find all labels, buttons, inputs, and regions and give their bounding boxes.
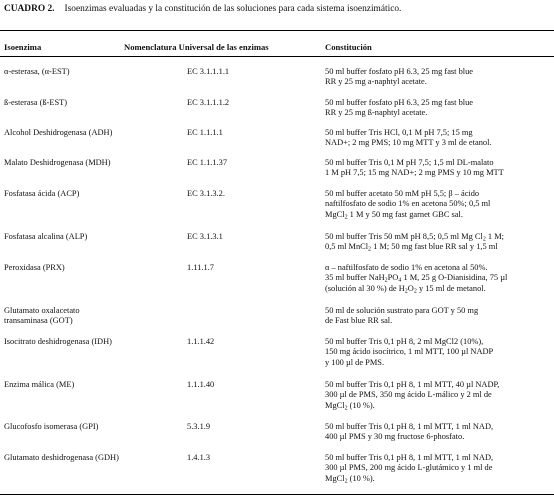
constitution-line: MgCl2 (10 %).: [325, 473, 375, 485]
solution-constitution: α – naftilfosfato de sodio 1% en acetona…: [325, 263, 554, 294]
solution-constitution: 50 ml buffer Tris 0,1 pH 8, 2 ml MgCl2 (…: [325, 337, 554, 368]
constitution-line: 50 ml buffer Tris 0,1 pH 8, 2 ml MgCl2 (…: [325, 337, 484, 346]
bottom-rule: [0, 494, 554, 496]
constitution-line: 50 ml buffer Tris 0,1 pH 8, 1 ml MTT, 40…: [325, 380, 500, 389]
solution-constitution: 50 ml buffer Tris HCl, 0,1 M pH 7,5; 15 …: [325, 128, 554, 149]
constitution-line: RR y 25 mg a-naphtyl acetate.: [325, 77, 427, 87]
solution-constitution: 50 ml de solución sustrato para GOT y 50…: [325, 306, 554, 327]
constitution-line: 50 ml buffer acetato 50 mM pH 5,5; β – á…: [325, 189, 480, 198]
solution-constitution: 50 ml buffer Tris 0,1 M pH 7,5; 1,5 ml D…: [325, 158, 554, 179]
constitution-line: 50 ml buffer Tris 50 mM pH 8,5; 0,5 ml M…: [325, 232, 504, 243]
isoenzyme-name: Glutamato deshidrogenasa (GDH): [4, 453, 119, 462]
header-constitucion: Constitución: [325, 42, 372, 52]
ec-number: 1.4.1.3: [187, 453, 211, 462]
header-isoenzima: Isoenzima: [4, 42, 42, 52]
isoenzyme-name: α-esterasa, (α-EST): [4, 67, 70, 76]
solution-constitution: 50 ml buffer Tris 0,1 pH 8, 1 ml MTT, 1 …: [325, 453, 554, 484]
isoenzyme-name: ß-esterasa (ß-EST): [4, 98, 68, 107]
top-rule: [0, 30, 554, 32]
ec-number: 5.3.1.9: [187, 422, 211, 431]
constitution-line: de Fast blue RR sal.: [325, 316, 393, 326]
table-caption: CUADRO 2. Isoenzimas evaluadas y la const…: [4, 3, 552, 15]
isoenzyme-name: Glutamato oxalacetato transaminasa (GOT): [4, 306, 80, 326]
ec-number: EC 1.1.1.37: [187, 158, 228, 167]
header-rule: [0, 56, 554, 57]
ec-number: EC 3.1.1.1.1: [187, 67, 230, 76]
isoenzyme-name: Enzima málica (ME): [4, 380, 75, 389]
isoenzyme-name: Fosfatasa alcalina (ALP): [4, 232, 88, 241]
constitution-line: naftilfosfato de sodio 1% en acetona 50%…: [325, 199, 491, 209]
constitution-line: RR y 25 mg ß-naphtyl acetate.: [325, 108, 428, 118]
ec-number: EC 1.1.1.1: [187, 128, 223, 137]
ec-number: EC 3.1.1.1.2: [187, 98, 230, 107]
isoenzyme-name: Isocitrato deshidrogenasa (IDH): [4, 337, 112, 346]
isoenzyme-name: Peroxidasa (PRX): [4, 263, 65, 272]
constitution-line: 1 M pH 7,5; 15 mg NAD+; 2 mg PMS y 10 mg…: [325, 168, 504, 178]
solution-constitution: 50 ml buffer Tris 0,1 pH 8, 1 ml MTT, 40…: [325, 380, 554, 411]
ec-number: EC 3.1.3.1: [187, 232, 223, 241]
caption-label: CUADRO 2.: [4, 4, 55, 14]
constitution-line: 50 ml buffer fosfato pH 6.3, 25 mg fast …: [325, 98, 474, 107]
solution-constitution: 50 ml buffer fosfato pH 6.3, 25 mg fast …: [325, 67, 554, 88]
constitution-line: α – naftilfosfato de sodio 1% en acetona…: [325, 263, 488, 272]
constitution-line: 50 ml buffer Tris 0,1 M pH 7,5; 1,5 ml D…: [325, 158, 494, 167]
constitution-line: 150 mg ácido isocítrico, 1 ml MTT, 100 µ…: [325, 347, 494, 357]
isoenzyme-name: Glucofosfo isomerasa (GPI): [4, 422, 99, 431]
solution-constitution: 50 ml buffer Tris 50 mM pH 8,5; 0,5 ml M…: [325, 232, 554, 253]
constitution-line: MgCl2 1 M y 50 mg fast garnet GBC sal.: [325, 209, 463, 221]
constitution-line: 50 ml buffer Tris 0,1 pH 8, 1 ml MTT, 1 …: [325, 453, 494, 462]
solution-constitution: 50 ml buffer acetato 50 mM pH 5,5; β – á…: [325, 189, 554, 220]
constitution-line: 50 ml buffer fosfato pH 6.3, 25 mg fast …: [325, 67, 474, 76]
solution-constitution: 50 ml buffer fosfato pH 6.3, 25 mg fast …: [325, 98, 554, 119]
constitution-line: 400 µl PMS y 30 mg fructose 6-phosfato.: [325, 432, 465, 442]
constitution-line: y 100 µl de PMS.: [325, 357, 385, 367]
constitution-line: 300 µl PMS, 200 mg ácido L-glutámico y 1…: [325, 463, 493, 473]
constitution-line: 50 ml buffer Tris 0,1 pH 8, 1 ml MTT, 1 …: [325, 422, 494, 431]
constitution-line: 50 ml de solución sustrato para GOT y 50…: [325, 306, 479, 315]
constitution-line: 35 ml buffer NaH2PO4 1 M, 25 g O-Dianisi…: [325, 273, 508, 284]
caption-text: Isoenzimas evaluadas y la constitución d…: [64, 4, 402, 14]
ec-number: EC 3.1.3.2.: [187, 189, 225, 198]
constitution-line: 0,5 ml MnCl2 1 M; 50 mg fast blue RR sal…: [325, 242, 498, 253]
constitution-line: NAD+; 2 mg PMS; 10 mg MTT y 3 ml de etan…: [325, 138, 492, 148]
constitution-line: (solución al 30 %) de H2O2 y 15 ml de me…: [325, 283, 486, 295]
ec-number: 1.11.1.7: [187, 263, 214, 272]
header-nomenclatura: Nomenclatura Universal de las enzimas: [124, 42, 269, 52]
ec-number: 1.1.1.42: [187, 337, 215, 346]
ec-number: 1.1.1.40: [187, 380, 215, 389]
isoenzyme-name: Fosfatasa ácida (ACP): [4, 189, 80, 198]
constitution-line: 50 ml buffer Tris HCl, 0,1 M pH 7,5; 15 …: [325, 128, 473, 137]
isoenzyme-name: Alcohol Deshidrogenasa (ADH): [4, 128, 113, 137]
solution-constitution: 50 ml buffer Tris 0,1 pH 8, 1 ml MTT, 1 …: [325, 422, 554, 443]
isoenzyme-name: Malato Deshidrogenasa (MDH): [4, 158, 111, 167]
constitution-line: MgCl2 (10 %).: [325, 400, 375, 412]
constitution-line: 300 µl de PMS, 350 mg ácido L-málico y 2…: [325, 390, 492, 400]
